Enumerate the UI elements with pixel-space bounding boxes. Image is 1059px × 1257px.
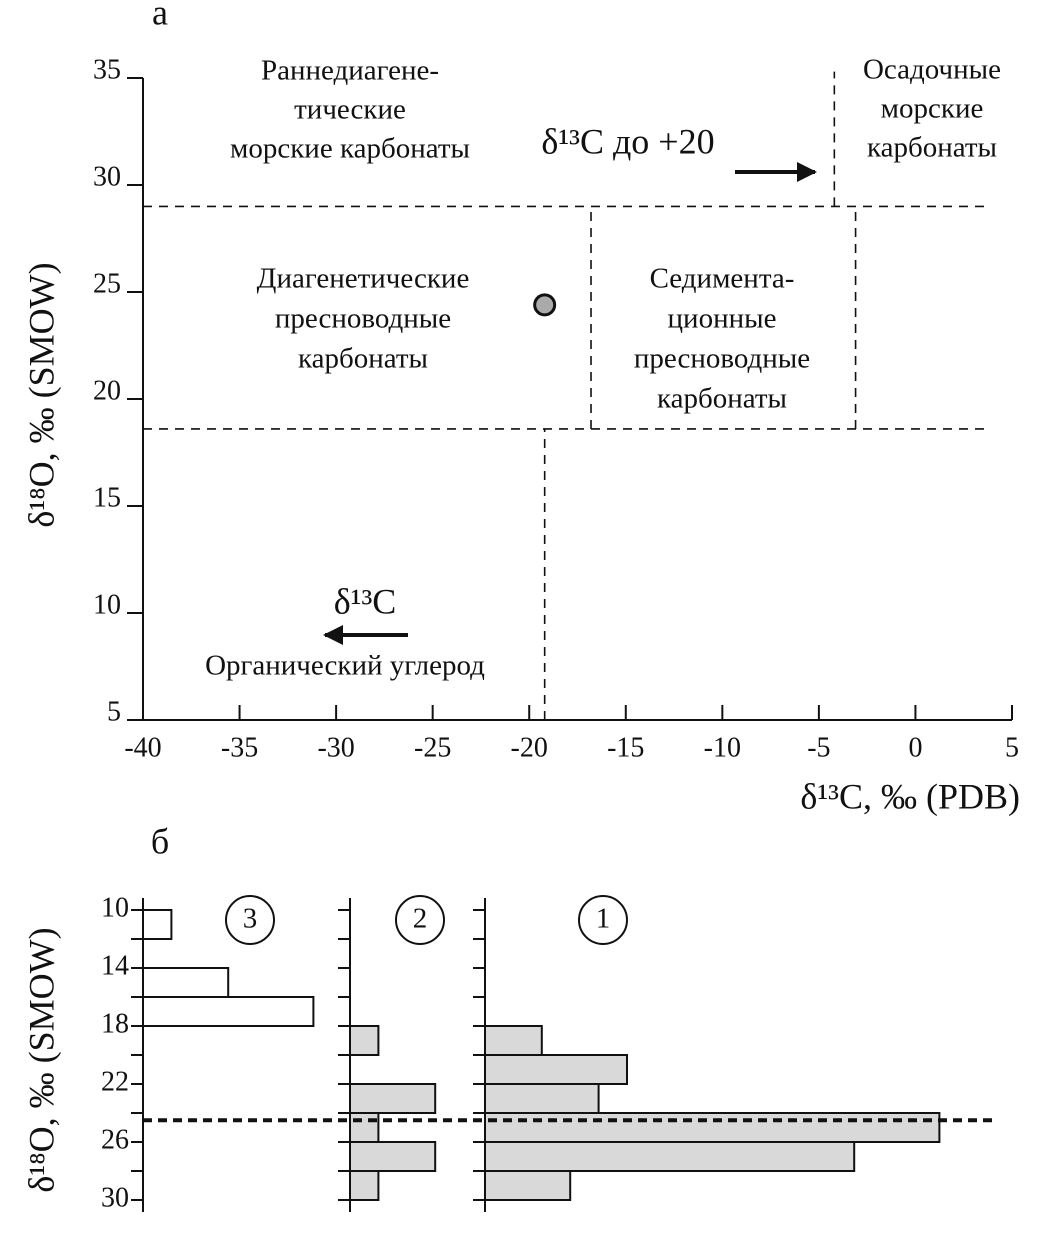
x-tick-label: -15	[607, 732, 644, 763]
y-tick-label: 22	[101, 1066, 129, 1097]
bar	[484, 1112, 941, 1143]
bar	[142, 996, 315, 1027]
x-tick-label: -10	[704, 732, 741, 763]
bar	[349, 1170, 380, 1201]
bar	[349, 1141, 437, 1172]
y-tick-label: 14	[101, 950, 129, 981]
x-tick-label: -5	[807, 732, 830, 763]
region-label: карбонаты	[657, 383, 787, 415]
bar	[484, 1170, 572, 1201]
x-tick-label: 0	[908, 732, 922, 763]
region-label: морские карбонаты	[230, 133, 470, 165]
x-tick-label: -40	[124, 732, 161, 763]
y-tick-label: 30	[93, 161, 121, 192]
x-tick-label: 5	[1005, 732, 1019, 763]
x-tick-label: -25	[414, 732, 451, 763]
x-axis-label: δ¹³C, ‰ (PDB)	[800, 776, 1020, 816]
region-label: ционные	[668, 303, 777, 335]
legend-label: 2	[413, 903, 428, 935]
bar	[142, 967, 230, 998]
bar	[349, 1112, 380, 1143]
region-label: Раннедиагене-	[261, 55, 439, 87]
bar	[484, 1141, 856, 1172]
region-label: пресноводные	[634, 343, 810, 375]
region-label: Органический углерод	[205, 650, 485, 682]
y-axis-label: δ¹⁸O, ‰ (SMOW)	[21, 262, 61, 527]
x-tick-label: -35	[221, 732, 258, 763]
bar	[349, 1025, 380, 1056]
region-label: Осадочные	[863, 54, 1001, 86]
region-label: карбонаты	[867, 132, 997, 164]
region-label: δ¹³C	[334, 581, 397, 621]
y-tick-label: 18	[101, 1008, 129, 1039]
panel-label: б	[151, 821, 169, 861]
region-label: тические	[294, 94, 406, 126]
bar	[349, 1083, 437, 1114]
x-tick-label: -30	[317, 732, 354, 763]
y-tick-label: 5	[107, 696, 121, 727]
legend-label: 1	[596, 903, 611, 935]
region-label: морские	[881, 93, 984, 125]
region-label: карбонаты	[298, 343, 428, 375]
y-tick-label: 10	[101, 892, 129, 923]
y-axis-label: δ¹⁸O, ‰ (SMOW)	[21, 927, 61, 1192]
bar	[484, 1083, 600, 1114]
bar	[142, 909, 173, 940]
y-tick-label: 35	[93, 54, 121, 85]
y-tick-label: 15	[93, 482, 121, 513]
point	[533, 293, 557, 317]
x-tick-label: -20	[511, 732, 548, 763]
bar	[484, 1054, 628, 1085]
region-label: Седимента-	[650, 263, 795, 295]
legend-label: 3	[243, 903, 258, 935]
region-label: пресноводные	[275, 303, 451, 335]
y-tick-label: 20	[93, 375, 121, 406]
legend-circle	[395, 895, 445, 945]
region-label: δ¹³C до +20	[541, 121, 714, 161]
region-label: Диагенетические	[257, 263, 470, 295]
panel-label: а	[152, 0, 168, 32]
y-tick-label: 26	[101, 1124, 129, 1155]
y-tick-label: 10	[93, 589, 121, 620]
y-tick-label: 25	[93, 268, 121, 299]
legend-circle	[578, 895, 628, 945]
legend-circle	[225, 895, 275, 945]
y-tick-label: 30	[101, 1182, 129, 1213]
bar	[484, 1025, 543, 1056]
